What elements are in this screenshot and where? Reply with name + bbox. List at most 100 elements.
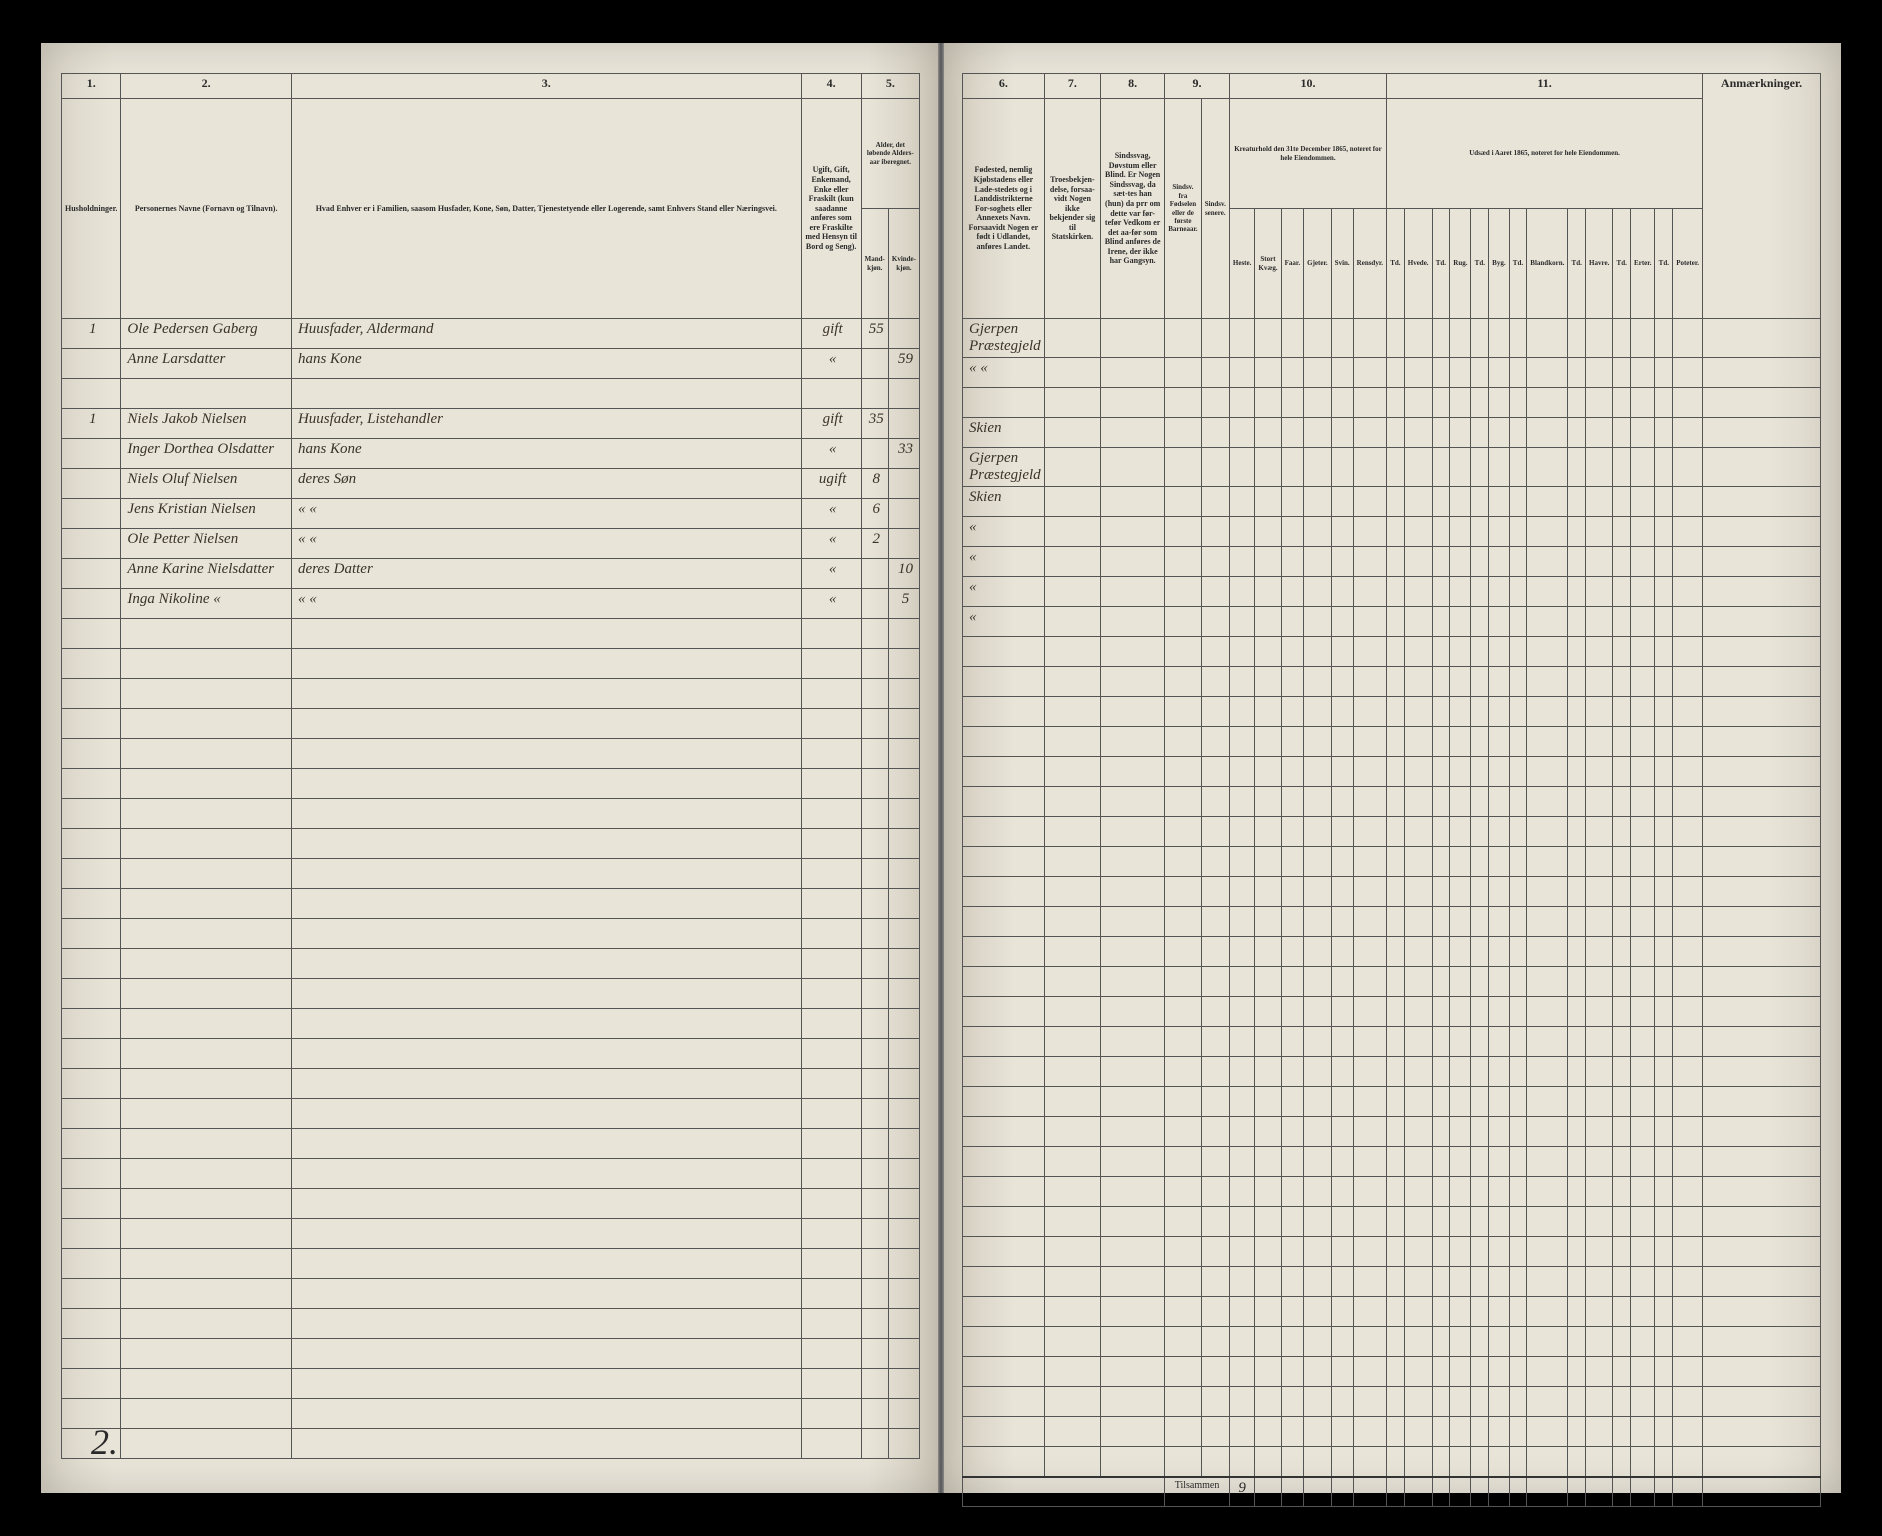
empty-cell	[1304, 388, 1332, 418]
empty-cell	[1450, 418, 1471, 448]
empty-cell	[1165, 418, 1202, 448]
empty-cell	[1509, 607, 1527, 637]
empty-cell	[1655, 358, 1673, 388]
household-num	[62, 439, 121, 469]
col-9-num: 9.	[1165, 74, 1230, 99]
empty-row	[963, 1087, 1821, 1117]
empty-cell	[1255, 448, 1281, 487]
empty-cell	[1404, 547, 1432, 577]
person-role: Huusfader, Listehandler	[291, 409, 801, 439]
empty-row	[963, 1447, 1821, 1477]
table-row: «	[963, 517, 1821, 547]
empty-row	[963, 967, 1821, 997]
empty-cell	[1101, 607, 1165, 637]
empty-cell	[1568, 577, 1586, 607]
empty-cell	[1703, 607, 1821, 637]
empty-cell	[1101, 487, 1165, 517]
person-role: hans Kone	[291, 349, 801, 379]
empty-cell	[1432, 487, 1450, 517]
empty-cell	[1568, 487, 1586, 517]
empty-cell	[1387, 358, 1405, 388]
empty-row	[963, 1027, 1821, 1057]
person-name: Niels Jakob Nielsen	[121, 409, 292, 439]
empty-cell	[1304, 517, 1332, 547]
empty-row	[963, 1417, 1821, 1447]
female-age	[888, 319, 919, 349]
empty-cell	[1631, 547, 1655, 577]
household-num: 1	[62, 319, 121, 349]
empty-cell	[1404, 448, 1432, 487]
empty-cell	[1489, 448, 1509, 487]
empty-cell	[1304, 487, 1332, 517]
empty-row	[62, 619, 920, 649]
female-age: 59	[888, 349, 919, 379]
empty-cell	[1655, 547, 1673, 577]
empty-cell	[1527, 388, 1568, 418]
empty-cell	[1471, 418, 1489, 448]
empty-cell	[1673, 487, 1703, 517]
empty-row	[963, 817, 1821, 847]
col-7-num: 7.	[1044, 74, 1100, 99]
empty-cell	[1101, 358, 1165, 388]
marital-status: gift	[801, 409, 861, 439]
col-10-sub-2: Faar.	[1281, 209, 1304, 319]
empty-cell	[1044, 577, 1100, 607]
empty-cell	[1655, 487, 1673, 517]
empty-cell	[1304, 577, 1332, 607]
table-row: Jens Kristian Nielsen« ««6	[62, 499, 920, 529]
birthplace: «	[963, 607, 1045, 637]
empty-cell	[1165, 448, 1202, 487]
empty-cell	[1673, 577, 1703, 607]
empty-cell	[1527, 418, 1568, 448]
empty-row	[963, 1147, 1821, 1177]
empty-cell	[1353, 607, 1386, 637]
empty-cell	[1613, 358, 1631, 388]
empty-cell	[1613, 607, 1631, 637]
empty-cell	[1489, 517, 1509, 547]
empty-row	[963, 1177, 1821, 1207]
household-num: 1	[62, 409, 121, 439]
empty-cell	[1703, 418, 1821, 448]
empty-cell	[1044, 319, 1100, 358]
empty-cell	[1165, 547, 1202, 577]
empty-cell	[1404, 607, 1432, 637]
marital-status	[801, 379, 861, 409]
empty-cell	[1255, 388, 1281, 418]
empty-cell	[1404, 577, 1432, 607]
empty-cell	[1201, 487, 1229, 517]
empty-cell	[1101, 577, 1165, 607]
empty-cell	[1509, 358, 1527, 388]
empty-cell	[1101, 547, 1165, 577]
empty-cell	[1387, 319, 1405, 358]
col-6-label: Fødested, nemlig Kjøbstadens eller Lade-…	[963, 99, 1045, 319]
marital-status: «	[801, 349, 861, 379]
col-11-sub-4-td: Td.	[1568, 209, 1586, 319]
empty-cell	[1527, 448, 1568, 487]
empty-cell	[1432, 607, 1450, 637]
empty-cell	[1201, 388, 1229, 418]
male-age: 8	[861, 469, 888, 499]
col-3-num: 3.	[291, 74, 801, 99]
empty-cell	[1703, 517, 1821, 547]
empty-cell	[1201, 547, 1229, 577]
book-spine	[938, 43, 944, 1493]
table-row: «	[963, 607, 1821, 637]
col-4-label: Ugift, Gift, Enkemand, Enke eller Fraski…	[801, 99, 861, 319]
empty-cell	[1201, 418, 1229, 448]
empty-cell	[1201, 319, 1229, 358]
empty-cell	[1331, 388, 1353, 418]
col-10-sub-4: Svin.	[1331, 209, 1353, 319]
empty-cell	[1471, 319, 1489, 358]
table-row: Inger Dorthea Olsdatterhans Kone«33	[62, 439, 920, 469]
empty-cell	[1255, 577, 1281, 607]
empty-cell	[1586, 547, 1613, 577]
empty-cell	[1304, 547, 1332, 577]
col-11-sub-1: Rug.	[1450, 209, 1471, 319]
female-age	[888, 379, 919, 409]
col-4-num: 4.	[801, 74, 861, 99]
household-num	[62, 529, 121, 559]
empty-cell	[1304, 418, 1332, 448]
empty-cell	[1331, 418, 1353, 448]
empty-row	[62, 649, 920, 679]
female-age	[888, 409, 919, 439]
